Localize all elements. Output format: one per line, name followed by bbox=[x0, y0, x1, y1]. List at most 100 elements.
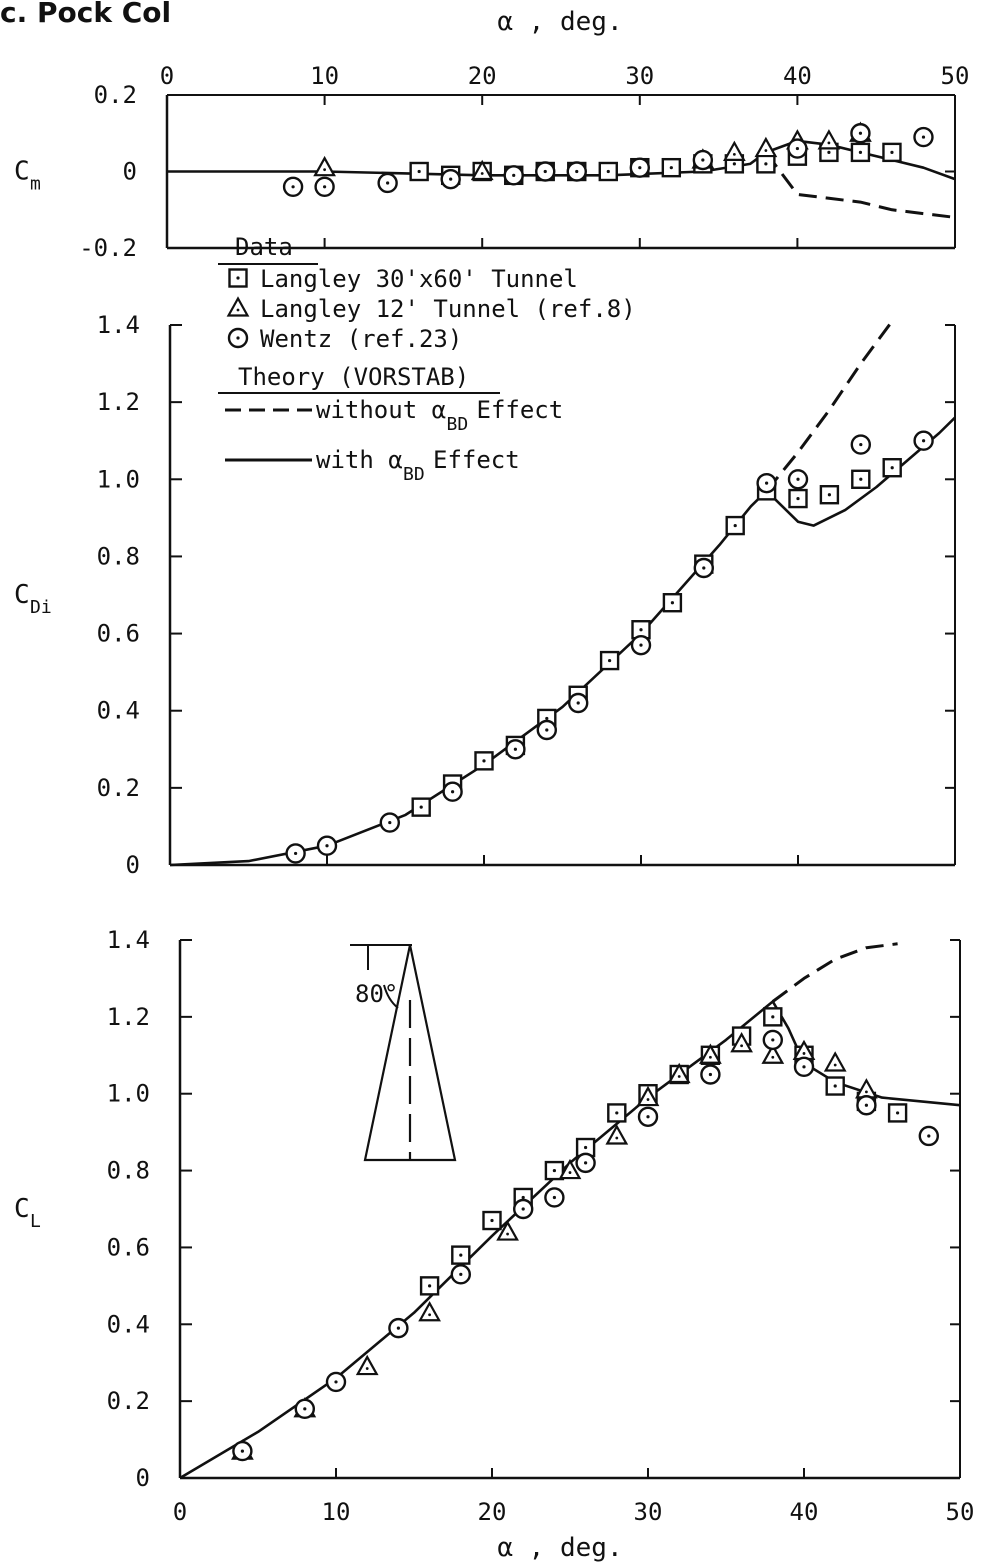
square-point-CL bbox=[451, 1245, 471, 1265]
y-tick-label: 0.2 bbox=[97, 774, 140, 802]
circle-point-CL bbox=[544, 1187, 565, 1208]
marker-dot bbox=[796, 496, 800, 501]
marker-dot bbox=[827, 493, 832, 497]
marker-dot bbox=[365, 1367, 369, 1370]
triangle-marker bbox=[226, 296, 250, 317]
x-tick-label-top: 30 bbox=[625, 62, 654, 90]
marker-dot bbox=[451, 790, 455, 794]
circle-point-CL bbox=[856, 1095, 877, 1116]
marker-dot bbox=[732, 152, 736, 156]
marker-dot bbox=[890, 466, 894, 470]
y-tick-label: 0 bbox=[126, 851, 140, 879]
marker-dot bbox=[388, 820, 392, 825]
triangle-marker bbox=[754, 136, 778, 158]
marker-dot bbox=[513, 747, 518, 751]
triangle-marker bbox=[699, 1043, 722, 1064]
curve-without-abd-CDi bbox=[765, 320, 894, 492]
circle-point-CL bbox=[918, 1125, 939, 1147]
marker-dot bbox=[765, 481, 769, 485]
marker-dot bbox=[459, 1272, 463, 1276]
square-point-CDi bbox=[819, 485, 840, 505]
legend-entry-label: Wentz (ref.23) bbox=[260, 325, 462, 353]
marker-dot bbox=[606, 169, 610, 174]
triangle-point-CL bbox=[558, 1158, 582, 1180]
marker-dot bbox=[922, 439, 926, 443]
marker-dot bbox=[303, 1407, 307, 1411]
marker-dot bbox=[576, 701, 580, 705]
marker-dot bbox=[568, 1171, 572, 1174]
marker-dot bbox=[552, 1168, 557, 1173]
triangle-marker bbox=[855, 1078, 878, 1099]
marker-dot bbox=[802, 1052, 806, 1055]
y-tick-label: 0.4 bbox=[97, 697, 140, 725]
marker-dot bbox=[386, 181, 390, 185]
square-point-CDi bbox=[599, 650, 620, 671]
circle-point-Cm bbox=[913, 126, 934, 148]
legend-circle-marker bbox=[227, 327, 249, 349]
x-tick-label-top: 40 bbox=[783, 62, 812, 90]
marker-dot bbox=[236, 276, 240, 280]
y-tick-label: 0.6 bbox=[97, 620, 140, 648]
marker-dot bbox=[796, 477, 800, 481]
circle-point-Cm bbox=[314, 176, 335, 198]
marker-dot bbox=[833, 1084, 837, 1088]
marker-dot bbox=[764, 149, 768, 152]
marker-dot bbox=[639, 628, 643, 632]
circle-point-CDi bbox=[630, 634, 652, 656]
marker-dot bbox=[608, 658, 612, 663]
y-tick-label: 1.2 bbox=[97, 388, 140, 416]
y-tick-label: 0.6 bbox=[107, 1233, 150, 1261]
marker-dot bbox=[771, 1038, 775, 1042]
y-axis-label: C bbox=[14, 1194, 30, 1224]
square-point-Cm bbox=[850, 142, 871, 163]
circle-point-Cm bbox=[629, 157, 650, 178]
circle-point-Cm bbox=[503, 165, 524, 186]
marker-dot bbox=[732, 162, 736, 166]
square-point-Cm bbox=[598, 161, 618, 182]
data-points bbox=[231, 121, 939, 1462]
square-point-Cm bbox=[756, 154, 776, 174]
triangle-marker bbox=[722, 140, 746, 161]
triangle-marker bbox=[730, 1032, 753, 1053]
marker-dot bbox=[833, 1063, 837, 1067]
panel-frame-CL bbox=[178, 939, 961, 1480]
triangle-point-CL bbox=[699, 1043, 722, 1064]
y-axis-label-subscript: Di bbox=[30, 597, 52, 618]
circle-point-CL bbox=[762, 1029, 783, 1051]
triangle-marker bbox=[470, 159, 494, 181]
marker-dot bbox=[639, 643, 643, 647]
marker-dot bbox=[865, 1090, 868, 1094]
x-tick-label-bottom: 30 bbox=[634, 1498, 663, 1526]
triangle-point-Cm bbox=[722, 140, 746, 161]
y-tick-label: 1.0 bbox=[97, 465, 140, 493]
triangle-marker bbox=[817, 129, 841, 150]
circle-point-CL bbox=[700, 1064, 721, 1085]
triangle-marker bbox=[496, 1220, 519, 1241]
square-point-CL bbox=[887, 1103, 908, 1123]
y-tick-label: 0.8 bbox=[97, 542, 140, 570]
y-axis-label-subscript: L bbox=[30, 1211, 41, 1232]
triangle-point-Cm bbox=[817, 129, 841, 150]
triangle-point-Cm bbox=[470, 159, 494, 181]
marker-dot bbox=[521, 1207, 525, 1211]
marker-dot bbox=[669, 166, 673, 170]
x-tick-label-bottom: 0 bbox=[173, 1498, 187, 1526]
square-point-CDi bbox=[851, 469, 871, 489]
marker-dot bbox=[615, 1111, 619, 1115]
x-tick-label-bottom: 50 bbox=[946, 1498, 975, 1526]
y-tick-label: 0.2 bbox=[107, 1387, 150, 1415]
triangle-marker bbox=[558, 1158, 582, 1180]
triangle-marker bbox=[761, 1043, 785, 1064]
marker-dot bbox=[740, 1044, 743, 1048]
circle-point-Cm bbox=[282, 176, 304, 198]
marker-dot bbox=[428, 1313, 431, 1317]
circle-point-CL bbox=[450, 1264, 471, 1285]
marker-dot bbox=[506, 1232, 509, 1236]
marker-dot bbox=[709, 1055, 712, 1059]
legend-theory-label: without α bbox=[316, 396, 446, 424]
x-axis-title-bottom: α , deg. bbox=[497, 1533, 622, 1563]
square-point-CL bbox=[763, 1007, 783, 1027]
circle-point-CL bbox=[575, 1152, 596, 1174]
marker-dot bbox=[396, 1326, 400, 1330]
legend-data-heading: Data bbox=[235, 233, 293, 261]
